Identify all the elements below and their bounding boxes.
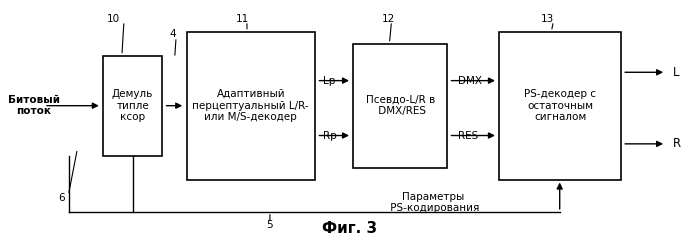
Text: 13: 13	[541, 14, 554, 24]
Text: Rp: Rp	[323, 131, 337, 140]
Text: 11: 11	[235, 14, 248, 24]
Text: Демуль
типле
ксор: Демуль типле ксор	[112, 89, 154, 122]
Text: 4: 4	[170, 29, 176, 39]
Text: Адаптивный
перцептуальный L/R-
или M/S-декодер: Адаптивный перцептуальный L/R- или M/S-д…	[193, 89, 309, 122]
Text: R: R	[672, 137, 681, 150]
FancyBboxPatch shape	[499, 32, 621, 180]
Text: Фиг. 3: Фиг. 3	[322, 221, 378, 236]
Text: RES: RES	[458, 131, 478, 140]
FancyBboxPatch shape	[353, 44, 447, 168]
FancyBboxPatch shape	[103, 56, 162, 156]
Text: 10: 10	[107, 14, 120, 24]
Text: PS-декодер с
остаточным
сигналом: PS-декодер с остаточным сигналом	[524, 89, 596, 122]
Text: Битовый
поток: Битовый поток	[8, 95, 59, 116]
FancyBboxPatch shape	[186, 32, 315, 180]
Text: Lp: Lp	[323, 76, 336, 86]
Text: L: L	[673, 66, 680, 79]
Text: DMX: DMX	[458, 76, 482, 86]
Text: Псевдо-L/R в
 DMX/RES: Псевдо-L/R в DMX/RES	[366, 95, 435, 116]
Text: Параметры
 PS-кодирования: Параметры PS-кодирования	[387, 192, 480, 213]
Text: 6: 6	[58, 192, 65, 203]
Text: 5: 5	[267, 220, 273, 230]
Text: 12: 12	[381, 14, 394, 24]
